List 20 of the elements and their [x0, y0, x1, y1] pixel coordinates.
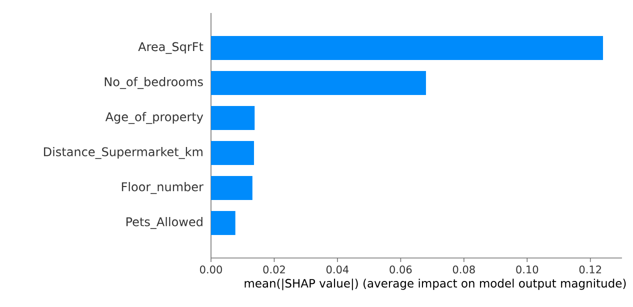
y-tick-label: Area_SqrFt [138, 42, 204, 54]
bar [211, 70, 426, 95]
y-tick-label: No_of_bedrooms [104, 77, 203, 89]
x-tick-label: 0.12 [579, 266, 602, 274]
x-tick-label: 0.04 [326, 266, 349, 274]
x-tick-label: 0.06 [390, 266, 412, 274]
x-tick-label: 0.00 [200, 266, 222, 274]
bar [211, 106, 255, 130]
bar [211, 210, 236, 235]
y-tick-label: Floor_number [122, 182, 204, 194]
y-tick-label: Pets_Allowed [126, 217, 202, 229]
y-tick-label: Distance_Supermarket_km [44, 147, 202, 159]
x-axis-title: mean(|SHAP value|) (average impact on model output magnitude) [244, 278, 626, 290]
bar [211, 36, 604, 60]
x-tick-label: 0.02 [263, 266, 285, 274]
x-tick-label: 0.10 [516, 266, 538, 274]
bar [211, 176, 252, 200]
y-tick-label: Age_of_property [105, 112, 204, 124]
bar [211, 140, 254, 165]
x-tick-label: 0.08 [452, 266, 475, 274]
